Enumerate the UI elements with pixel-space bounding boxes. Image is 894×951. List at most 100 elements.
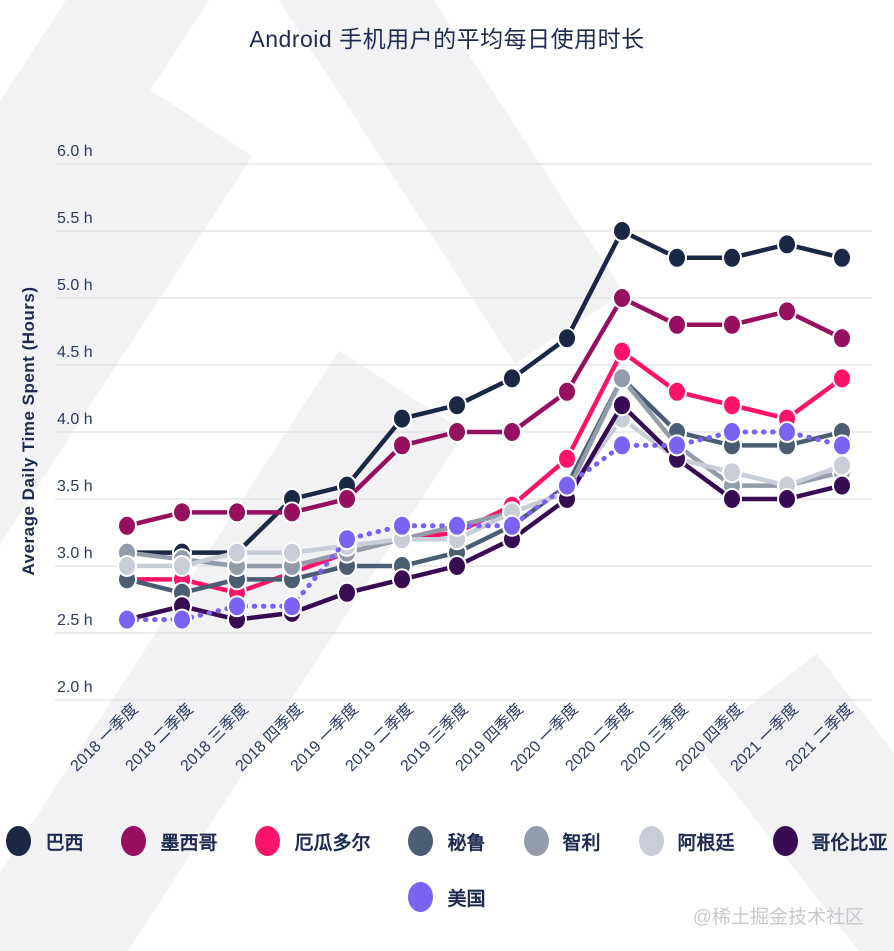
- data-point: [117, 608, 137, 631]
- legend-item-厄瓜多尔[interactable]: 厄瓜多尔: [255, 826, 370, 856]
- y-tick-label: 4.0 h: [57, 411, 93, 428]
- series-墨西哥: [117, 287, 852, 537]
- data-point: [502, 514, 522, 537]
- data-point: [447, 421, 467, 443]
- data-point: [832, 327, 852, 350]
- data-point: [557, 380, 577, 403]
- data-point: [612, 394, 632, 417]
- data-point: [722, 246, 742, 269]
- legend-marker-icon: [772, 826, 798, 856]
- legend-row-2: 美国: [0, 882, 894, 912]
- legend-row-1: 巴西 墨西哥 厄瓜多尔 秘鲁 智利 阿根廷 哥伦比亚: [0, 826, 894, 856]
- legend-label: 墨西哥: [160, 832, 218, 854]
- legend-label: 美国: [447, 888, 486, 910]
- data-point: [227, 501, 247, 524]
- data-point: [172, 608, 192, 631]
- series-美国: [117, 421, 852, 631]
- data-point: [722, 488, 742, 510]
- data-point: [447, 394, 467, 417]
- y-axis-title: Average Daily Time Spent (Hours): [19, 286, 38, 575]
- y-tick-label: 4.5 h: [57, 344, 93, 361]
- data-point: [502, 367, 522, 390]
- legend-item-秘鲁[interactable]: 秘鲁: [408, 826, 486, 856]
- data-point: [612, 287, 632, 309]
- data-point: [282, 541, 302, 564]
- data-point: [392, 514, 412, 537]
- watermark-text: @稀土掘金技术社区: [692, 907, 864, 928]
- legend-label: 哥伦比亚: [811, 832, 888, 854]
- data-point: [612, 220, 632, 242]
- data-point: [777, 233, 797, 256]
- data-point: [722, 394, 742, 417]
- y-tick-label: 2.0 h: [57, 679, 93, 696]
- legend-label: 智利: [562, 832, 601, 854]
- series-哥伦比亚: [117, 394, 852, 631]
- legend-item-智利[interactable]: 智利: [523, 826, 601, 856]
- data-point: [832, 246, 852, 269]
- legend-item-巴西[interactable]: 巴西: [6, 826, 83, 856]
- data-point: [337, 528, 357, 551]
- legend-marker-icon: [255, 826, 281, 856]
- y-tick-label: 6.0 h: [57, 143, 93, 160]
- y-tick-label: 5.5 h: [57, 210, 93, 227]
- legend-item-阿根廷[interactable]: 阿根廷: [638, 826, 735, 856]
- y-tick-label: 3.0 h: [57, 545, 93, 562]
- series-layer: [117, 220, 852, 631]
- legend-item-墨西哥[interactable]: 墨西哥: [121, 826, 217, 856]
- chart-legend: 巴西 墨西哥 厄瓜多尔 秘鲁 智利 阿根廷 哥伦比亚 美国: [0, 826, 894, 938]
- y-tick-label: 5.0 h: [57, 277, 93, 294]
- data-point: [777, 300, 797, 323]
- data-point: [612, 367, 632, 390]
- data-point: [117, 514, 137, 537]
- data-point: [557, 447, 577, 470]
- y-tick-label: 2.5 h: [57, 612, 93, 629]
- legend-marker-icon: [6, 826, 32, 856]
- legend-label: 巴西: [45, 832, 84, 854]
- legend-label: 厄瓜多尔: [294, 832, 371, 854]
- data-point: [337, 488, 357, 510]
- legend-label: 秘鲁: [447, 832, 486, 854]
- data-point: [612, 434, 632, 457]
- legend-marker-icon: [121, 826, 147, 856]
- data-point: [447, 555, 467, 577]
- data-point: [722, 421, 742, 443]
- data-point: [282, 501, 302, 524]
- data-point: [832, 434, 852, 457]
- data-point: [667, 380, 687, 403]
- data-point: [832, 367, 852, 390]
- data-point: [832, 474, 852, 497]
- data-point: [392, 434, 412, 457]
- data-point: [557, 327, 577, 350]
- chart-title: Android 手机用户的平均每日使用时长: [249, 26, 645, 52]
- data-point: [282, 595, 302, 618]
- data-point: [667, 313, 687, 336]
- line-chart: 6.0 h 5.5 h 5.0 h 4.5 h 4.0 h 3.5 h 3.0 h 2.5 h…: [19, 143, 872, 775]
- data-point: [832, 454, 852, 477]
- legend-label: 阿根廷: [677, 832, 735, 854]
- data-point: [227, 595, 247, 618]
- data-point: [777, 421, 797, 443]
- data-point: [337, 581, 357, 604]
- data-point: [667, 434, 687, 457]
- data-point: [612, 340, 632, 363]
- legend-marker-icon: [638, 826, 664, 856]
- data-point: [722, 313, 742, 336]
- data-point: [502, 421, 522, 443]
- legend-item-哥伦比亚[interactable]: 哥伦比亚: [772, 826, 888, 856]
- legend-item-美国[interactable]: 美国: [408, 882, 486, 912]
- data-point: [172, 555, 192, 577]
- y-tick-label: 3.5 h: [57, 478, 93, 495]
- legend-marker-icon: [408, 826, 434, 856]
- data-point: [722, 461, 742, 484]
- data-point: [117, 555, 137, 577]
- data-point: [777, 488, 797, 510]
- data-point: [172, 501, 192, 524]
- data-point: [667, 246, 687, 269]
- legend-marker-icon: [523, 826, 549, 856]
- legend-marker-icon: [408, 882, 434, 912]
- data-point: [392, 407, 412, 430]
- data-point: [447, 514, 467, 537]
- data-point: [557, 474, 577, 497]
